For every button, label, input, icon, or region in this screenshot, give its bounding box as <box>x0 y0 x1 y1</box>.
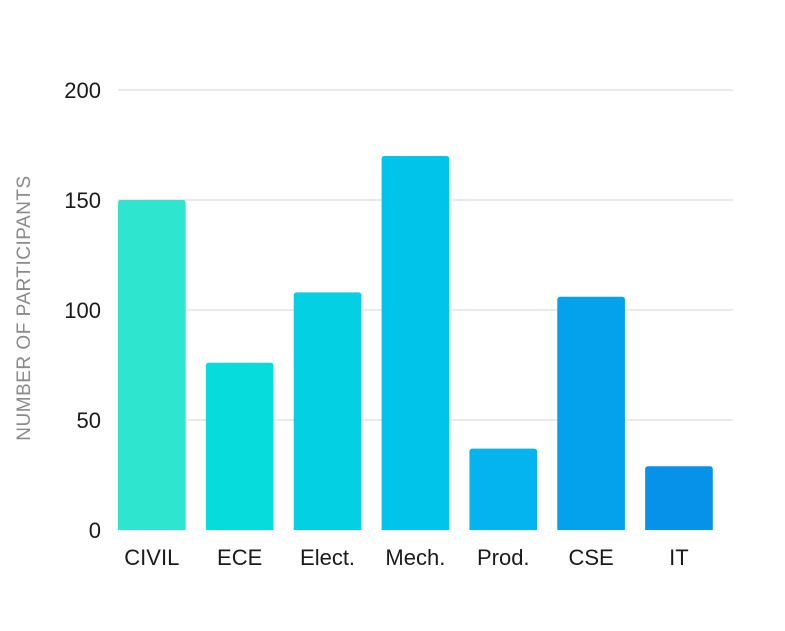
y-axis-label: NUMBER OF PARTICIPANTS <box>14 175 35 440</box>
y-tick-label: 0 <box>89 518 101 543</box>
x-tick-label: Prod. <box>477 545 530 570</box>
x-tick-label: Mech. <box>385 545 445 570</box>
y-axis-ticks: 0 50 100 150 200 <box>64 78 101 543</box>
bars <box>118 156 713 530</box>
bar-prod <box>469 448 538 530</box>
x-tick-label: CIVIL <box>124 545 179 570</box>
y-tick-label: 150 <box>64 188 101 213</box>
x-tick-label: Elect. <box>300 545 355 570</box>
x-tick-label: CSE <box>568 545 613 570</box>
y-tick-label: 200 <box>64 78 101 103</box>
bar-civil <box>118 200 186 530</box>
bar-ece <box>205 362 274 530</box>
bar-cse <box>557 296 625 530</box>
bar-it <box>645 466 713 530</box>
bar-mech <box>381 156 450 530</box>
x-tick-label: IT <box>669 545 689 570</box>
y-tick-label: 100 <box>64 298 101 323</box>
x-tick-label: ECE <box>217 545 262 570</box>
x-axis-ticks: CIVIL ECE Elect. Mech. Prod. CSE IT <box>124 545 688 570</box>
y-tick-label: 50 <box>77 408 101 433</box>
bar-elect <box>293 292 362 530</box>
